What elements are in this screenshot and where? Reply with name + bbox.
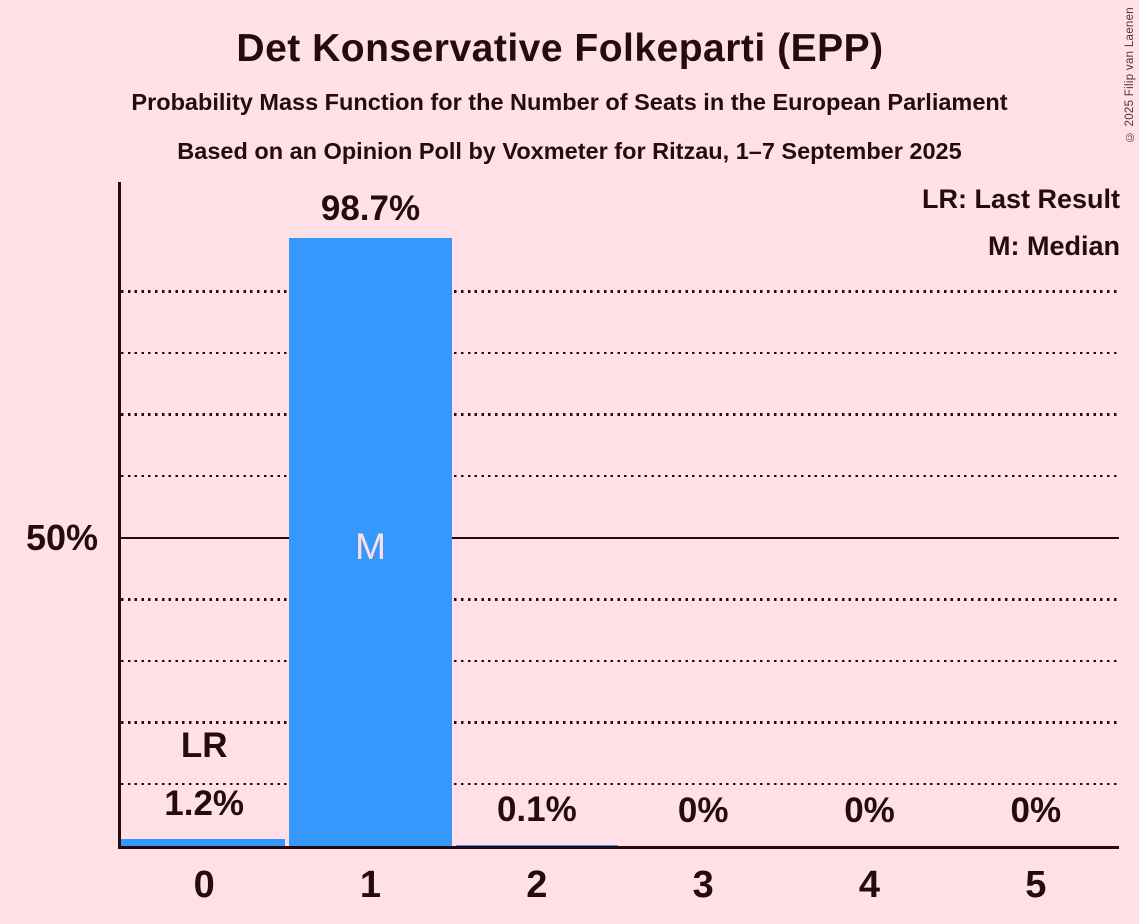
x-tick-3: 3 [692, 864, 714, 906]
gridline-30pct [121, 659, 1119, 663]
value-label-seats-5: 0% [1010, 791, 1062, 830]
gridline-10pct [121, 782, 1119, 786]
bar-seats-2 [455, 845, 619, 846]
x-tick-2: 2 [526, 864, 548, 906]
copyright-notice: © 2025 Filip van Laenen [1124, 7, 1136, 143]
bar-seats-0 [121, 838, 286, 846]
value-label-seats-2: 0.1% [496, 790, 577, 830]
annotation-median: M [355, 526, 386, 567]
gridline-90pct [121, 290, 1119, 293]
gridline-60pct [121, 474, 1119, 478]
value-label-seats-3: 0% [677, 791, 729, 830]
chart-title: Det Konservative Folkeparti (EPP) [236, 27, 884, 70]
chart-subtitle: Probability Mass Function for the Number… [131, 89, 1008, 115]
plot-area: 1.2% 98.7% 0.1% 0% 0% 0% LR M [118, 182, 1119, 849]
gridline-80pct [121, 351, 1119, 355]
x-tick-5: 5 [1025, 864, 1047, 906]
x-tick-4: 4 [858, 864, 881, 906]
chart-source-line: Based on an Opinion Poll by Voxmeter for… [177, 138, 962, 164]
gridline-20pct [121, 721, 1119, 724]
gridline-40pct [121, 598, 1119, 601]
x-tick-1: 1 [359, 864, 382, 906]
gridline-70pct [121, 413, 1119, 416]
y-axis-tick-label: 50% [25, 517, 98, 558]
annotation-last-result: LR [180, 726, 228, 765]
gridline-50pct-major [121, 536, 1119, 539]
value-label-seats-0: 1.2% [164, 783, 245, 823]
bar-seats-1 [289, 238, 453, 846]
legend-last-result: LR: Last Result [921, 184, 1120, 214]
value-label-seats-4: 0% [844, 791, 895, 830]
x-tick-0: 0 [193, 864, 215, 906]
legend-median: M: Median [988, 231, 1120, 261]
value-label-seats-1: 98.7% [320, 189, 421, 229]
